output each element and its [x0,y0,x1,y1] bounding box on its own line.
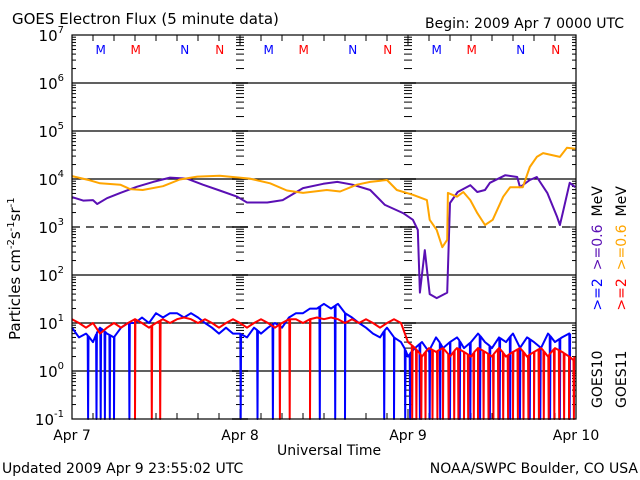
local-time-marker: M [264,43,274,57]
series-line-goes11-2-mev [71,316,576,420]
y-tick-label: 106 [39,73,64,93]
x-axis-label: Universal Time [277,443,381,459]
local-time-marker: M [299,43,309,57]
y-tick-label: 104 [39,169,64,189]
local-time-marker: M [467,43,477,57]
y-tick-label: 102 [39,265,64,285]
x-tick-label: Apr 10 [553,428,599,444]
local-time-marker: M [432,43,442,57]
local-time-marker: M [131,43,141,57]
y-tick-label: 107 [39,25,64,45]
y-tick-label: 105 [39,121,64,141]
legend-goes10: GOES10>=2>=0.6MeV [590,186,606,408]
x-tick-labels: Apr 7 Apr 8 Apr 9 Apr 10 [53,428,599,444]
x-tick-label: Apr 7 [53,428,91,444]
local-time-marker: N [551,43,560,57]
x-tick-label: Apr 8 [221,428,259,444]
updated-timestamp: Updated 2009 Apr 9 23:55:02 UTC [2,461,243,477]
y-tick-label: 101 [39,313,64,333]
chart-title: GOES Electron Flux (5 minute data) [12,10,279,28]
legend-goes11: GOES11>=2>=0.6MeV [614,186,630,408]
x-tick-label: Apr 9 [389,428,427,444]
series-line-goes11-0-6-mev [71,146,576,249]
local-time-marker: N [383,43,392,57]
chart-begin-time: Begin: 2009 Apr 7 0000 UTC [425,16,624,32]
series-line-goes10-2-mev [71,302,572,420]
y-tick-label: 103 [39,217,64,237]
series-line-goes10-0-6-mev [71,174,576,300]
y-tick-labels: 107 106 105 104 103 102 101 100 10-1 [35,25,64,429]
y-axis-label: Particles cm-2s-1sr-1 [6,197,24,340]
local-time-marker: M [96,43,106,57]
series-group [71,146,576,420]
plot-frame [71,34,577,420]
y-tick-label: 10-1 [35,409,64,429]
local-time-marker: N [215,43,224,57]
local-time-marker: N [348,43,357,57]
y-tick-label: 100 [39,361,64,381]
local-time-marker: N [180,43,189,57]
local-time-marker: N [516,43,525,57]
data-source: NOAA/SWPC Boulder, CO USA [430,461,639,477]
